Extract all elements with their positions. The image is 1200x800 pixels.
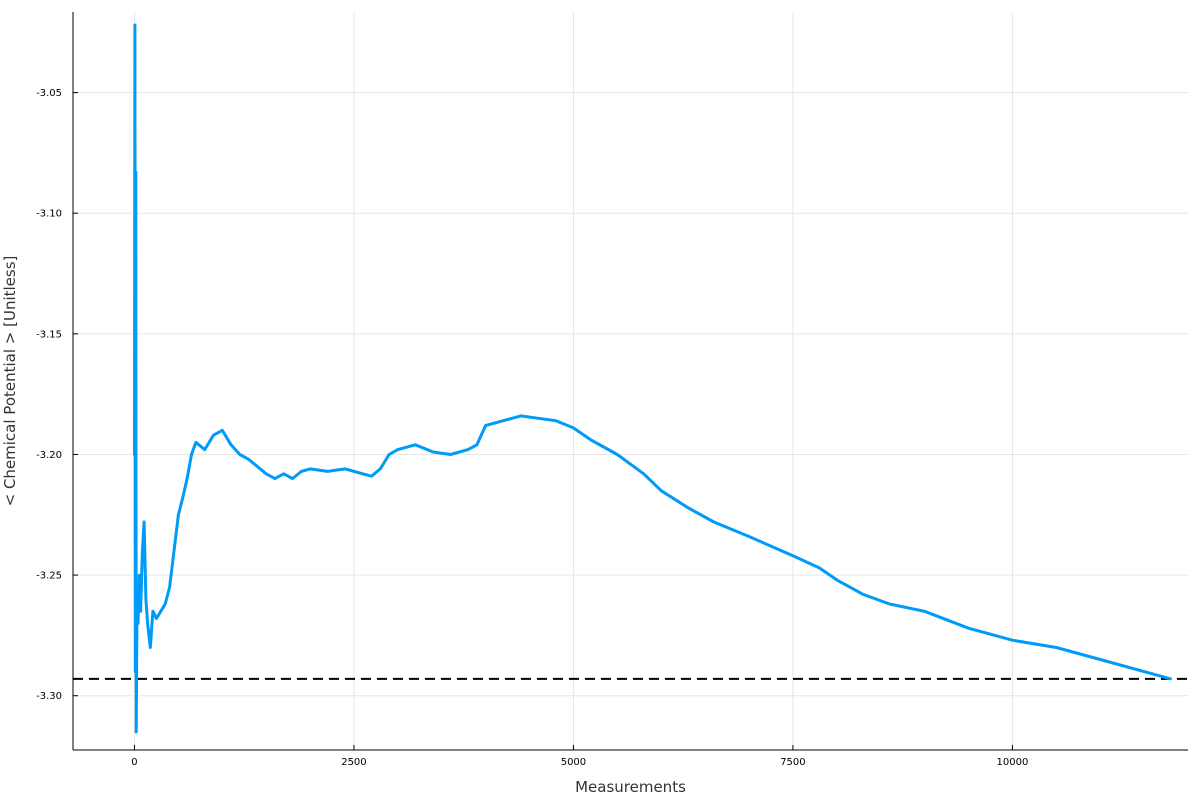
x-axis-label: Measurements <box>575 778 686 796</box>
axes <box>72 12 1188 751</box>
y-tick-label: -3.15 <box>36 329 62 340</box>
x-tick-label: 7500 <box>780 757 805 768</box>
y-tick-label: -3.25 <box>36 571 62 582</box>
y-tick-label: -3.10 <box>36 209 62 220</box>
y-tick-label: -3.30 <box>36 691 62 702</box>
series-line <box>133 23 1172 734</box>
y-tick-label: -3.05 <box>36 88 62 99</box>
x-tick-label: 5000 <box>561 757 586 768</box>
tick-labels: 0 2500 5000 7500 10000 -3.05 -3.10 -3.15 -3.20 -3… <box>36 88 1028 768</box>
x-tick-label: 10000 <box>997 757 1029 768</box>
x-tick-label: 2500 <box>341 757 366 768</box>
series-layer <box>133 23 1172 734</box>
x-tick-label: 0 <box>131 757 137 768</box>
y-axis-label: < Chemical Potential > [Unitless] <box>1 256 19 507</box>
y-tick-label: -3.20 <box>36 450 62 461</box>
grid <box>73 12 1188 750</box>
